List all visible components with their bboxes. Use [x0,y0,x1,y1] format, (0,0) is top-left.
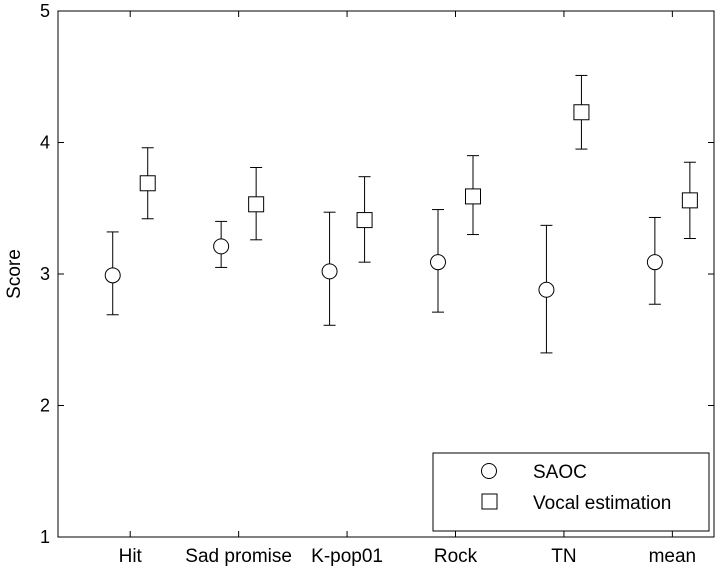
point-saoc [104,267,121,284]
point-saoc [321,263,338,280]
legend-marker-vocal-estimation [481,493,498,510]
y-tick-label: 2 [40,396,50,416]
x-tick-label: Hit [119,546,143,567]
point-vocal-estimation [139,175,156,192]
x-tick-label: TN [551,546,576,567]
axis-ticks: 1 2 3 4 5 Hit Sad promise K-pop01 Rock TN mean [40,1,714,567]
y-tick-label: 4 [40,133,50,153]
legend-marker-saoc [481,463,497,479]
point-vocal-estimation [356,212,373,229]
legend-label-saoc: SAOC [533,462,587,483]
x-tick-label: K-pop01 [311,546,383,567]
point-vocal-estimation [573,104,590,121]
x-tick-label: Sad promise [185,546,292,567]
y-tick-label: 1 [40,527,50,547]
point-vocal-estimation [681,192,698,209]
legend-box [432,452,710,532]
chart-marks [104,74,698,354]
y-tick-label: 5 [40,1,50,21]
point-saoc [646,254,663,271]
y-axis-label: Score [4,249,25,299]
y-tick-label: 3 [40,264,50,284]
point-saoc [430,254,447,271]
x-tick-label: mean [649,546,697,567]
legend-label-vocal-estimation: Vocal estimation [533,493,671,514]
point-saoc [213,238,230,255]
point-vocal-estimation [465,188,482,205]
x-tick-label: Rock [434,546,478,567]
legend: SAOC Vocal estimation [432,452,710,532]
point-vocal-estimation [248,196,265,213]
plot-area [57,10,715,538]
point-saoc [538,281,555,298]
